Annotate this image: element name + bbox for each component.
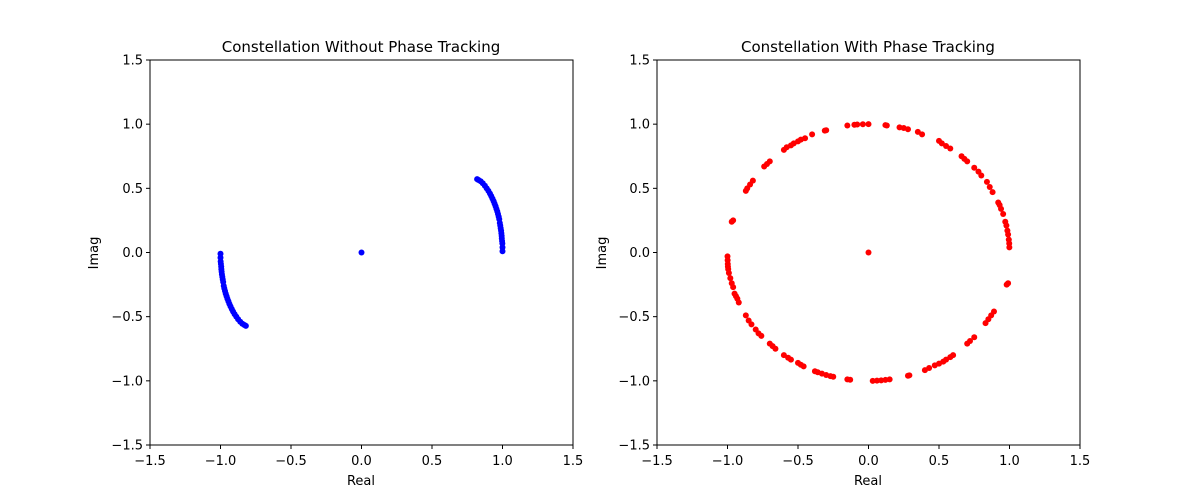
scatter-point: [474, 176, 481, 183]
scatter-point: [787, 356, 794, 363]
y-tick-label: 0.5: [122, 182, 143, 197]
scatter-point: [958, 153, 965, 160]
scatter-point: [886, 376, 893, 383]
scatter-point: [990, 308, 997, 315]
x-tick-label: −1.5: [641, 454, 673, 469]
scatter-point: [1000, 211, 1007, 217]
x-tick-label: −0.5: [275, 454, 307, 469]
x-tick-label: −1.0: [712, 454, 744, 469]
x-tick-label: 1.0: [999, 454, 1020, 469]
scatter-point: [242, 322, 249, 329]
scatter-point: [906, 372, 913, 379]
scatter-point: [851, 121, 858, 128]
scatter-point: [967, 338, 974, 345]
scatter-point: [821, 127, 828, 134]
scatter-point: [971, 164, 978, 171]
y-tick-label: 1.5: [629, 54, 650, 69]
x-tick-label: 1.5: [563, 454, 584, 469]
x-tick-label: 0.0: [858, 454, 879, 469]
scatter-point: [725, 270, 732, 277]
plot-right-title: Constellation With Phase Tracking: [741, 38, 995, 56]
plot-right-frame: [656, 59, 1081, 446]
y-tick-label: 1.0: [629, 118, 650, 133]
scatter-point: [758, 332, 765, 339]
plot-right-ylabel: Imag: [595, 237, 610, 270]
plot-left: Constellation Without Phase Tracking Rea…: [87, 38, 583, 489]
y-tick-label: 1.5: [122, 54, 143, 69]
y-tick-label: −1.5: [618, 439, 650, 454]
y-tick-label: −0.5: [111, 310, 143, 325]
scatter-point: [761, 163, 768, 170]
x-tick-label: 0.5: [422, 454, 443, 469]
plot-left-xlabel: Real: [347, 474, 375, 489]
scatter-point: [865, 249, 872, 256]
x-tick-label: 0.5: [929, 454, 950, 469]
y-tick-label: 0.5: [629, 182, 650, 197]
scatter-point: [989, 189, 996, 196]
scatter-point: [926, 365, 933, 371]
y-tick-label: −0.5: [618, 310, 650, 325]
scatter-point: [950, 352, 957, 359]
scatter-point: [748, 321, 755, 328]
scatter-point: [936, 137, 942, 144]
scatter-point: [986, 184, 993, 191]
scatter-point: [914, 128, 921, 135]
scatter-point: [847, 376, 854, 383]
scatter-point: [1004, 227, 1011, 234]
x-tick-label: −1.0: [205, 454, 237, 469]
scatter-point: [727, 275, 734, 282]
scatter-point: [358, 249, 365, 256]
plot-left-ticks: −1.5 −1.0 −0.5 0.0 0.5 1.0 1.5 −1.5 −1.0 −0.5 0.0 0…: [111, 54, 583, 470]
scatter-point: [735, 299, 742, 306]
x-tick-label: −0.5: [782, 454, 814, 469]
scatter-point: [844, 122, 851, 129]
y-tick-label: 1.0: [122, 118, 143, 133]
scatter-point: [1002, 218, 1009, 225]
scatter-point: [971, 334, 978, 341]
scatter-point: [896, 124, 903, 131]
scatter-point: [730, 217, 737, 224]
scatter-point: [809, 131, 816, 138]
scatter-point: [730, 284, 737, 291]
plot-left-frame: [149, 59, 574, 446]
y-tick-label: 0.0: [122, 246, 143, 261]
scatter-point: [995, 199, 1002, 206]
plot-left-points: [217, 176, 506, 329]
scatter-point: [1005, 280, 1012, 287]
scatter-point: [975, 168, 982, 175]
y-tick-label: −1.0: [618, 374, 650, 389]
plot-right-xlabel: Real: [854, 474, 882, 489]
plot-left-title: Constellation Without Phase Tracking: [222, 38, 501, 56]
scatter-point: [780, 146, 787, 153]
scatter-point: [882, 122, 889, 129]
scatter-point: [742, 312, 749, 319]
plot-left-ylabel: Imag: [87, 237, 102, 270]
plot-right-ticks: −1.5 −1.0 −0.5 0.0 0.5 1.0 1.5 −1.5 −1.0 −0.5 0.0 0…: [618, 54, 1090, 470]
y-tick-label: −1.0: [111, 374, 143, 389]
scatter-point: [772, 345, 779, 352]
plot-right: Constellation With Phase Tracking Real I…: [595, 38, 1090, 489]
y-tick-label: −1.5: [111, 439, 143, 454]
scatter-point: [859, 121, 866, 128]
scatter-point: [983, 178, 990, 185]
x-tick-label: −1.5: [134, 454, 166, 469]
x-tick-label: 0.0: [351, 454, 372, 469]
y-tick-label: 0.0: [629, 246, 650, 261]
scatter-point: [742, 187, 749, 194]
scatter-point: [865, 121, 872, 128]
scatter-point: [830, 373, 837, 380]
scatter-point: [1005, 236, 1012, 243]
x-tick-label: 1.5: [1070, 454, 1091, 469]
scatter-point: [800, 363, 807, 370]
x-tick-label: 1.0: [492, 454, 513, 469]
plot-right-points: [724, 121, 1013, 384]
